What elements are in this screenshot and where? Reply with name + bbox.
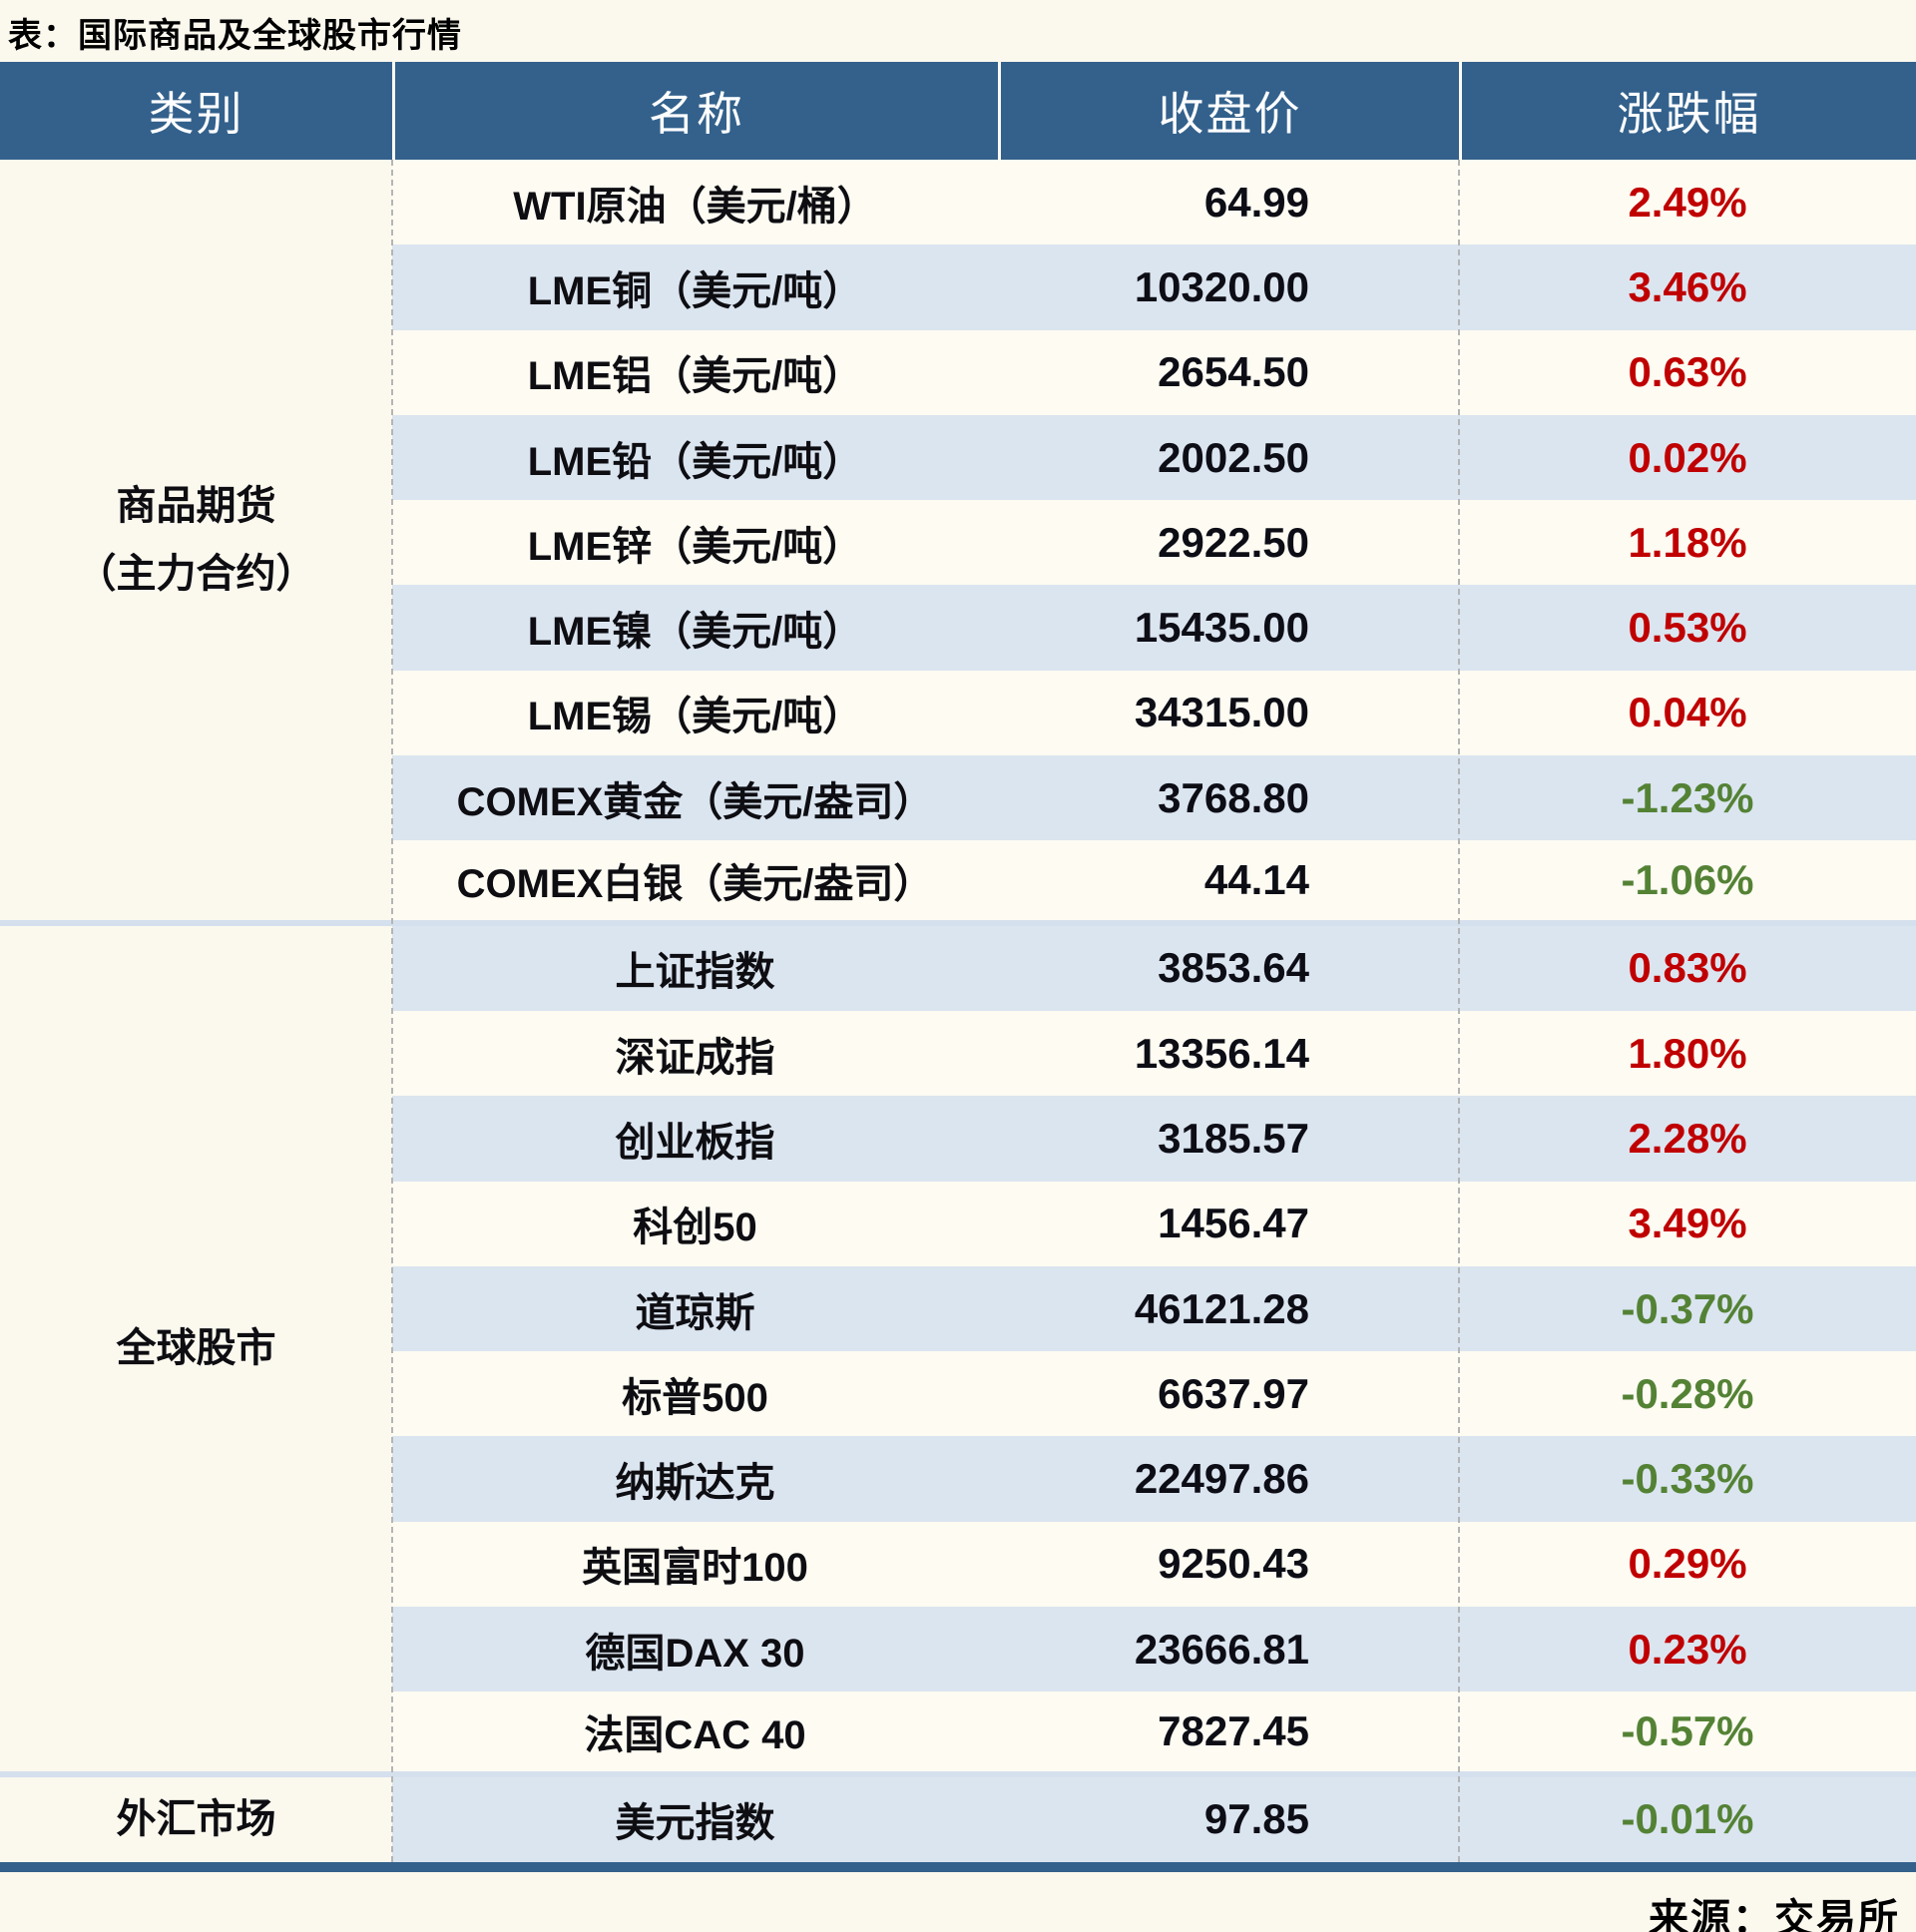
closing-price: 6637.97 — [998, 1351, 1459, 1437]
instrument-name: LME锡（美元/吨） — [392, 670, 998, 756]
instrument-name: 法国CAC 40 — [392, 1691, 998, 1777]
instrument-name: 标普500 — [392, 1351, 998, 1437]
instrument-name: COMEX黄金（美元/盎司） — [392, 755, 998, 841]
instrument-name: 创业板指 — [392, 1096, 998, 1182]
instrument-name: 德国DAX 30 — [392, 1607, 998, 1692]
closing-price: 97.85 — [998, 1776, 1459, 1862]
closing-price: 2922.50 — [998, 500, 1459, 586]
closing-price: 7827.45 — [998, 1691, 1459, 1777]
instrument-name: 道琼斯 — [392, 1265, 998, 1352]
market-table: 类别 名称 收盘价 涨跌幅 商品期货 （主力合约） 全球股市外汇市场 WTI原油（美… — [0, 62, 1916, 1872]
change-percent: 1.18% — [1459, 500, 1916, 586]
closing-price: 3185.57 — [998, 1096, 1459, 1182]
closing-price: 46121.28 — [998, 1265, 1459, 1352]
change-percent: 3.46% — [1459, 244, 1916, 330]
closing-price: 23666.81 — [998, 1607, 1459, 1692]
category-cell: 商品期货 （主力合约） — [0, 160, 392, 926]
header-change: 涨跌幅 — [1459, 62, 1916, 160]
instrument-name: LME铝（美元/吨） — [392, 329, 998, 415]
change-percent: -0.01% — [1459, 1776, 1916, 1862]
change-percent: -1.06% — [1459, 840, 1916, 926]
change-percent: 0.63% — [1459, 329, 1916, 415]
change-percent: -0.57% — [1459, 1691, 1916, 1777]
instrument-name: 上证指数 — [392, 925, 998, 1011]
change-percent: -1.23% — [1459, 755, 1916, 841]
change-percent: -0.28% — [1459, 1351, 1916, 1437]
change-percent: 0.04% — [1459, 670, 1916, 756]
instrument-name: COMEX白银（美元/盎司） — [392, 840, 998, 926]
page-title: 表：国际商品及全球股市行情 — [8, 17, 462, 55]
change-percent: 3.49% — [1459, 1181, 1916, 1266]
instrument-name: WTI原油（美元/桶） — [392, 160, 998, 245]
header-close: 收盘价 — [998, 62, 1459, 160]
instrument-name: LME铅（美元/吨） — [392, 414, 998, 501]
closing-price: 34315.00 — [998, 670, 1459, 756]
instrument-name: LME铜（美元/吨） — [392, 244, 998, 330]
closing-price: 2002.50 — [998, 414, 1459, 501]
change-percent: -0.37% — [1459, 1265, 1916, 1352]
instrument-name: 英国富时100 — [392, 1521, 998, 1608]
change-percent: 0.02% — [1459, 414, 1916, 501]
change-percent: 0.83% — [1459, 925, 1916, 1011]
change-percent: 0.23% — [1459, 1607, 1916, 1692]
instrument-name: LME镍（美元/吨） — [392, 585, 998, 671]
closing-price: 1456.47 — [998, 1181, 1459, 1266]
change-percent: 2.28% — [1459, 1096, 1916, 1182]
closing-price: 9250.43 — [998, 1521, 1459, 1608]
instrument-name: LME锌（美元/吨） — [392, 500, 998, 586]
closing-price: 64.99 — [998, 160, 1459, 245]
closing-price: 3853.64 — [998, 925, 1459, 1011]
instrument-name: 美元指数 — [392, 1776, 998, 1862]
closing-price: 15435.00 — [998, 585, 1459, 671]
change-percent: 0.29% — [1459, 1521, 1916, 1608]
header-name: 名称 — [392, 62, 998, 160]
closing-price: 2654.50 — [998, 329, 1459, 415]
closing-price: 3768.80 — [998, 755, 1459, 841]
change-percent: 2.49% — [1459, 160, 1916, 245]
instrument-name: 科创50 — [392, 1181, 998, 1266]
instrument-name: 深证成指 — [392, 1010, 998, 1097]
instrument-name: 纳斯达克 — [392, 1436, 998, 1522]
closing-price: 10320.00 — [998, 244, 1459, 330]
category-cell: 全球股市 — [0, 926, 392, 1777]
closing-price: 44.14 — [998, 840, 1459, 926]
change-percent: 0.53% — [1459, 585, 1916, 671]
category-cell: 外汇市场 — [116, 1797, 276, 1842]
closing-price: 22497.86 — [998, 1436, 1459, 1522]
change-percent: -0.33% — [1459, 1436, 1916, 1522]
closing-price: 13356.14 — [998, 1010, 1459, 1097]
source-note: 来源：交易所 — [1649, 1896, 1900, 1932]
change-percent: 1.80% — [1459, 1010, 1916, 1097]
header-category: 类别 — [0, 62, 392, 160]
